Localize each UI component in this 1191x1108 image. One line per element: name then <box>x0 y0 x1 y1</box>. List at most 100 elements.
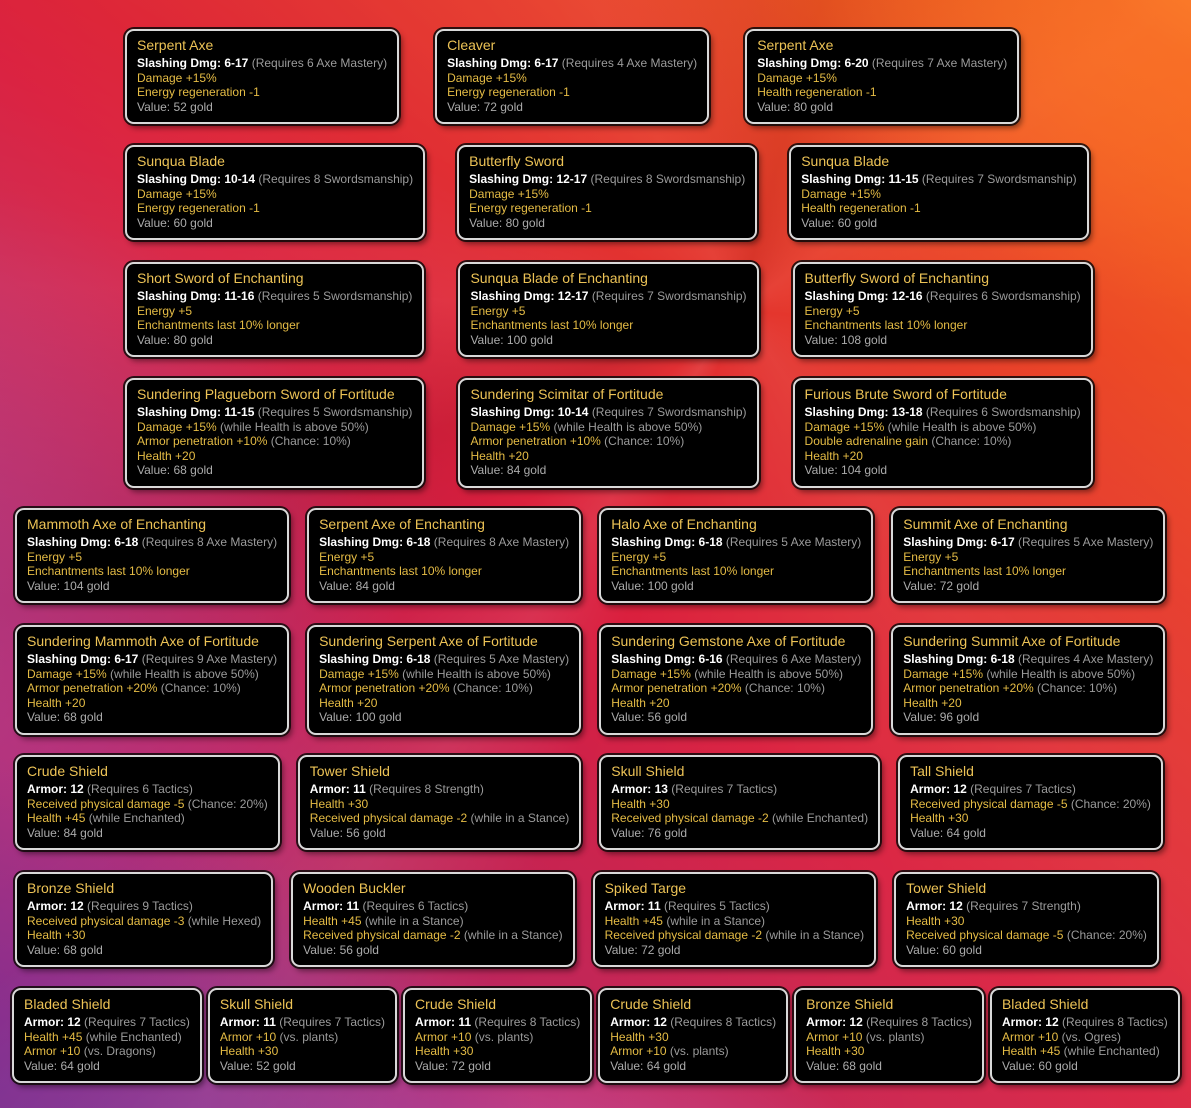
item-name: Tall Shield <box>910 763 974 779</box>
item-bonus-line: Health +30 <box>415 1044 580 1059</box>
tooltip-row: Bronze Shield Armor: 12 (Requires 9 Tact… <box>15 872 1159 967</box>
item-bonus-line: Received physical damage -3 (while Hexed… <box>27 914 261 929</box>
item-stat: Armor: 12 <box>27 899 88 913</box>
item-bonus: Received physical damage -5 <box>906 928 1064 942</box>
item-stat-line: Armor: 11 (Requires 7 Tactics) <box>220 1015 385 1030</box>
item-stat: Armor: 12 <box>910 782 971 796</box>
item-tooltip: Tower Shield Armor: 12 (Requires 7 Stren… <box>894 872 1159 967</box>
item-name: Skull Shield <box>219 996 294 1012</box>
item-stat-line: Slashing Dmg: 12-17 (Requires 8 Swordsma… <box>469 172 745 187</box>
item-bonus: Armor +10 <box>24 1044 81 1058</box>
item-bonus: Health +30 <box>610 1029 669 1044</box>
item-name: Skull Shield <box>611 763 685 779</box>
item-bonus-line: Health +45 (while Enchanted) <box>24 1030 190 1045</box>
item-requirement: (Requires 7 Tactics) <box>671 782 778 796</box>
item-stat: Armor: 13 <box>611 782 672 796</box>
item-stat-line: Slashing Dmg: 6-17 (Requires 5 Axe Maste… <box>903 535 1153 550</box>
item-bonus-line: Energy +5 <box>27 550 277 565</box>
item-bonus-line: Health +30 <box>611 797 868 812</box>
item-name: Short Sword of Enchanting <box>137 270 304 286</box>
item-bonus: Enchantments last 10% longer <box>27 564 190 578</box>
item-bonus: Health +30 <box>906 913 965 928</box>
item-stat: Slashing Dmg: 6-18 <box>319 535 434 549</box>
item-name: Mammoth Axe of Enchanting <box>27 516 206 532</box>
item-bonus-line: Damage +15% <box>801 187 1076 202</box>
item-bonus-condition: (Chance: 20%) <box>1067 796 1151 811</box>
item-value: Value: 68 gold <box>27 710 103 724</box>
item-tooltip: Skull Shield Armor: 13 (Requires 7 Tacti… <box>599 755 881 850</box>
item-bonus-line: Damage +15% (while Health is above 50%) <box>470 420 746 435</box>
item-value: Value: 104 gold <box>27 578 110 593</box>
item-bonus-line: Energy +5 <box>903 550 1153 565</box>
item-bonus-condition: (while Health is above 50%) <box>690 666 843 681</box>
item-value: Value: 80 gold <box>469 215 545 230</box>
item-bonus-line: Armor +10 (vs. plants) <box>610 1044 776 1059</box>
item-bonus-line: Double adrenaline gain (Chance: 10%) <box>805 434 1081 449</box>
item-bonus-line: Damage +15% (while Health is above 50%) <box>137 420 412 435</box>
item-value: Value: 84 gold <box>319 578 395 593</box>
item-stat-line: Slashing Dmg: 6-17 (Requires 6 Axe Maste… <box>137 56 387 71</box>
item-bonus: Energy regeneration -1 <box>469 201 592 215</box>
item-requirement: (Requires 8 Tactics) <box>1061 1015 1168 1029</box>
item-requirement: (Requires 5 Axe Mastery) <box>433 652 570 666</box>
item-stat: Armor: 11 <box>604 899 664 913</box>
item-requirement: (Requires 4 Axe Mastery) <box>1017 652 1154 666</box>
item-value: Value: 100 gold <box>319 710 402 724</box>
item-bonus: Damage +15% <box>801 186 881 201</box>
item-bonus: Armor +10 <box>219 1029 277 1044</box>
item-requirement: (Requires 7 Swordsmanship) <box>591 289 747 303</box>
item-bonus-line: Health +20 <box>805 449 1081 464</box>
item-name: Wooden Buckler <box>303 880 406 896</box>
item-bonus-line: Damage +15% <box>757 71 1007 86</box>
item-requirement: (Requires 5 Tactics) <box>663 899 770 913</box>
item-requirement: (Requires 6 Axe Mastery) <box>251 56 388 70</box>
item-bonus-line: Health +30 <box>310 797 569 812</box>
item-bonus-condition: (vs. Dragons) <box>80 1044 156 1058</box>
item-stat: Slashing Dmg: 11-15 <box>137 405 258 419</box>
item-bonus-line: Damage +15% <box>137 71 387 86</box>
item-stat-line: Armor: 12 (Requires 7 Tactics) <box>910 782 1151 797</box>
item-tooltip: Serpent Axe Slashing Dmg: 6-20 (Requires… <box>745 29 1020 124</box>
item-requirement: (Requires 5 Axe Mastery) <box>725 535 862 549</box>
item-requirement: (Requires 6 Tactics) <box>362 899 469 913</box>
item-stat: Slashing Dmg: 6-17 <box>903 535 1018 549</box>
item-tooltip: Sundering Plagueborn Sword of Fortitude … <box>125 378 425 488</box>
item-stat: Slashing Dmg: 6-20 <box>757 56 872 70</box>
item-bonus: Armor penetration +20% <box>27 681 158 695</box>
item-name: Serpent Axe of Enchanting <box>319 516 485 532</box>
item-stat-line: Slashing Dmg: 11-15 (Requires 5 Swordsma… <box>137 405 412 420</box>
item-bonus: Armor penetration +10% <box>137 434 268 448</box>
item-bonus-line: Health +20 <box>319 696 569 711</box>
item-tooltip: Spiked Targe Armor: 11 (Requires 5 Tacti… <box>592 872 877 967</box>
item-requirement: (Requires 8 Swordsmanship) <box>258 172 414 186</box>
item-bonus-line: Damage +15% <box>137 187 413 202</box>
item-name: Serpent Axe <box>137 37 214 53</box>
item-bonus-condition: (while Enchanted) <box>85 811 185 825</box>
item-value: Value: 72 gold <box>415 1058 491 1073</box>
item-tooltip: Sunqua Blade Slashing Dmg: 10-14 (Requir… <box>125 145 426 240</box>
item-stat: Armor: 12 <box>806 1015 867 1029</box>
item-stat-line: Armor: 12 (Requires 9 Tactics) <box>27 899 261 914</box>
item-bonus-condition: (Chance: 10%) <box>1033 681 1118 695</box>
item-stat-line: Armor: 11 (Requires 8 Strength) <box>310 782 569 797</box>
item-bonus-line: Received physical damage -5 (Chance: 20%… <box>910 797 1151 812</box>
item-bonus: Armor penetration +20% <box>611 681 742 695</box>
item-value: Value: 84 gold <box>470 463 547 477</box>
item-bonus: Armor +10 <box>1001 1029 1059 1044</box>
item-tooltip: Tall Shield Armor: 12 (Requires 7 Tactic… <box>898 755 1163 850</box>
item-tooltip: Sunqua Blade of Enchanting Slashing Dmg:… <box>458 262 759 357</box>
item-value: Value: 68 gold <box>806 1058 882 1073</box>
item-stat-line: Slashing Dmg: 6-18 (Requires 5 Axe Maste… <box>319 652 569 667</box>
item-bonus: Damage +15% <box>137 186 217 201</box>
item-bonus-line: Health +45 (while in a Stance) <box>605 914 864 929</box>
item-bonus: Health +45 <box>604 913 663 928</box>
item-stat-line: Armor: 12 (Requires 8 Tactics) <box>806 1015 972 1030</box>
item-name: Butterfly Sword <box>469 153 565 169</box>
item-stat: Slashing Dmg: 12-17 <box>470 289 592 303</box>
item-requirement: (Requires 9 Axe Mastery) <box>141 652 278 666</box>
item-bonus: Damage +15% <box>319 666 399 681</box>
item-stat-line: Slashing Dmg: 11-15 (Requires 7 Swordsma… <box>801 172 1076 187</box>
item-bonus-line: Energy regeneration -1 <box>137 201 413 216</box>
item-stat: Slashing Dmg: 6-17 <box>137 56 252 70</box>
item-tooltip: Sundering Mammoth Axe of Fortitude Slash… <box>15 625 290 735</box>
